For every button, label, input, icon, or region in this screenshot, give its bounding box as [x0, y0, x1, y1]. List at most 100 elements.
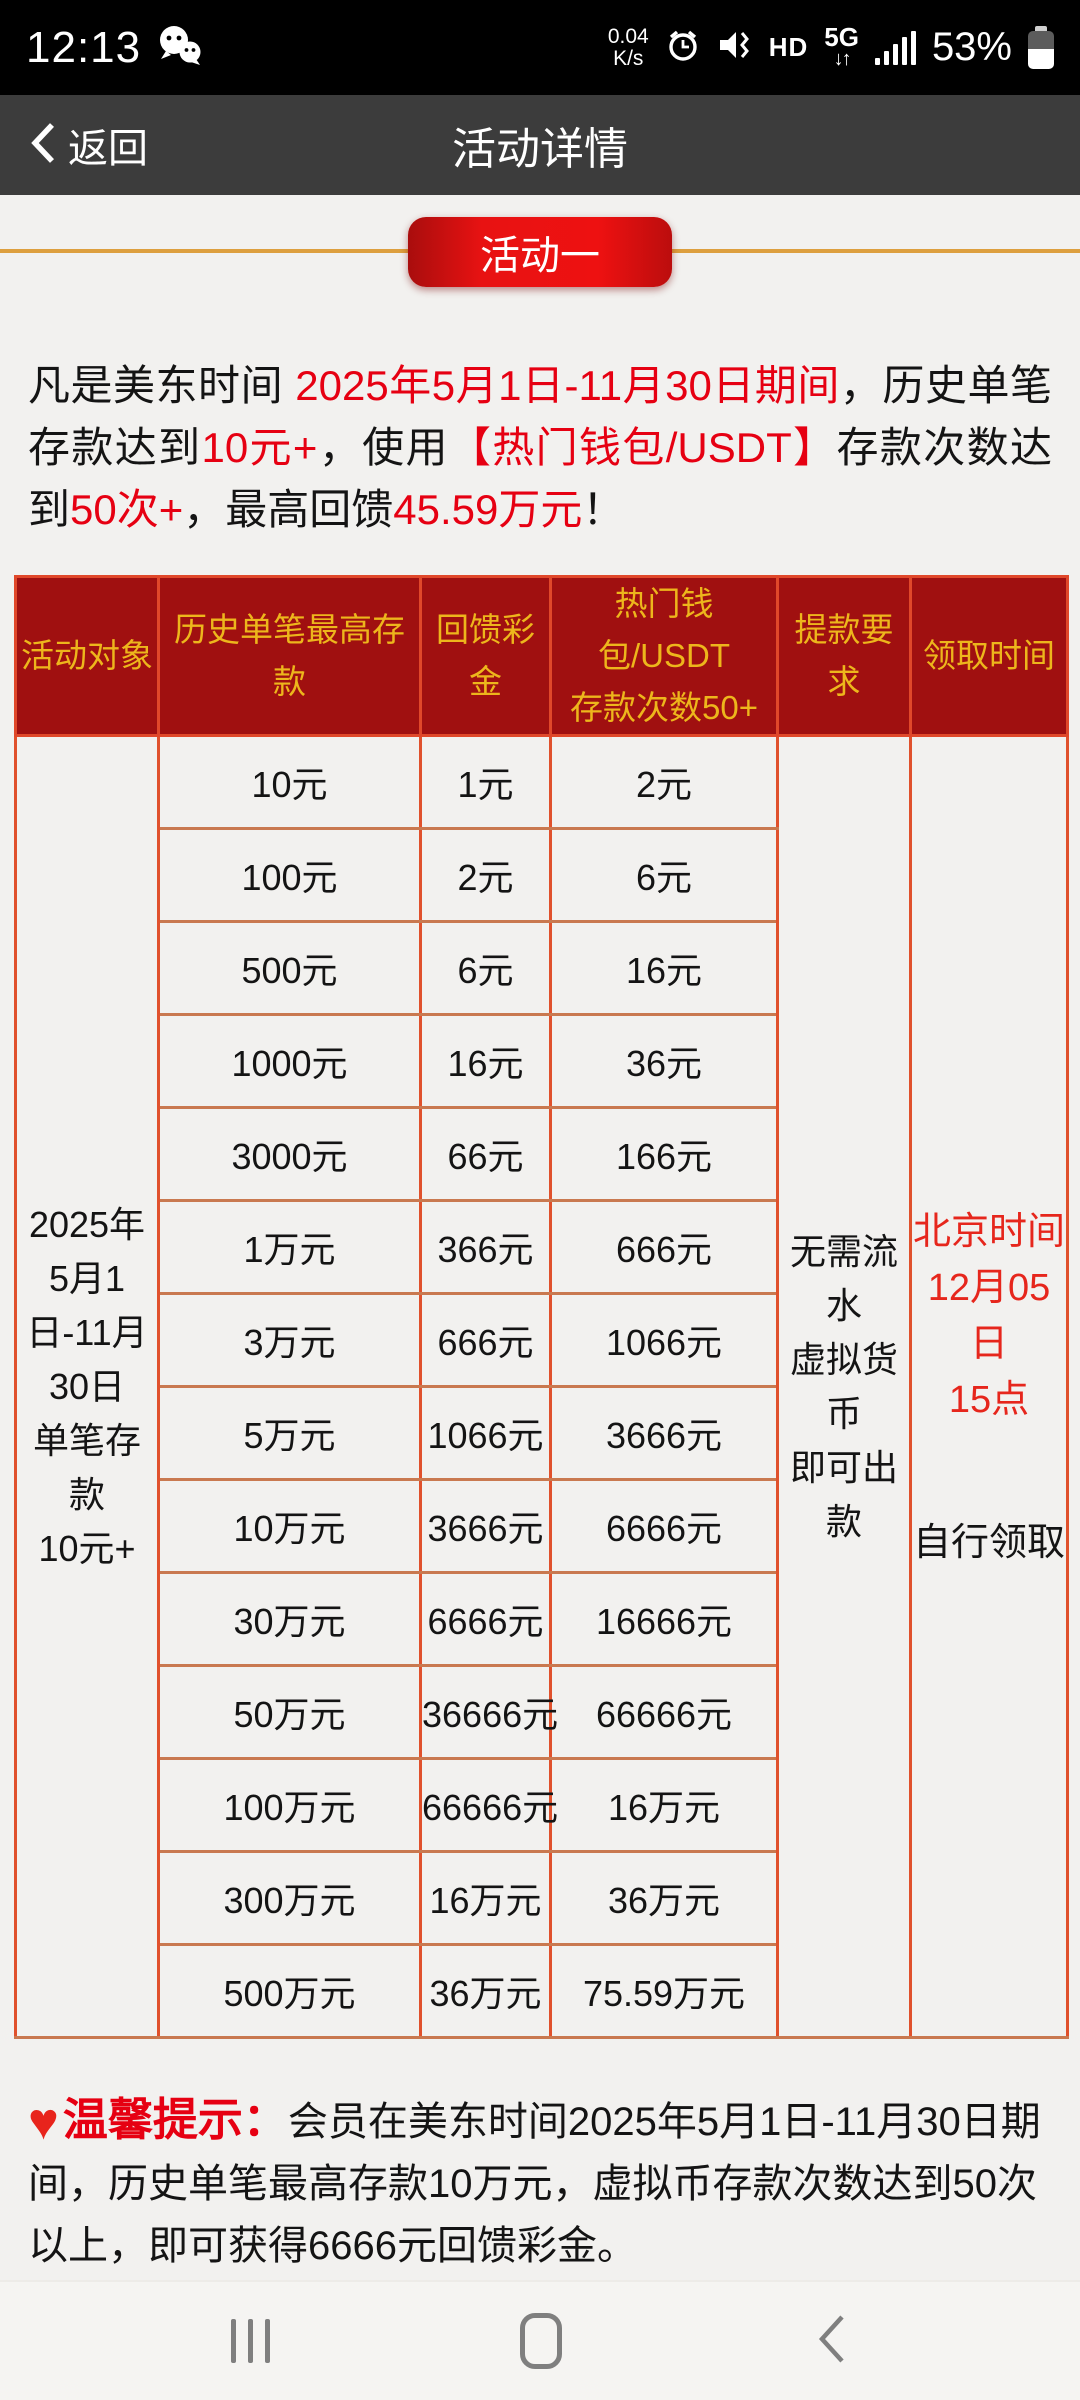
deposit-cell: 50万元: [157, 1664, 422, 1760]
clock: 12:13: [26, 22, 142, 72]
bonus-cell: 16元: [419, 1013, 552, 1109]
table-row: 10万元 3666元 6666元: [16, 1478, 1068, 1574]
deposit-cell: 100元: [157, 827, 422, 923]
intro-segment: ，最高回馈: [183, 486, 394, 533]
app-header: 返回 活动详情: [0, 95, 1080, 195]
usdt-bonus-cell: 6元: [549, 827, 779, 923]
table-row: 50万元 36666元 66666元: [16, 1664, 1068, 1760]
usdt-bonus-cell: 3666元: [549, 1385, 779, 1481]
banner-zone: 活动一: [0, 195, 1080, 353]
header-withdraw-requirement: 提款要求: [776, 575, 912, 737]
table-row: 500元 6元 16元: [16, 920, 1068, 1016]
deposit-cell: 300万元: [157, 1850, 422, 1946]
withdraw-requirement-cell: 无需流水 虚拟货币 即可出款: [776, 734, 912, 2039]
intro-segment-highlight: 10元+: [201, 424, 318, 471]
usdt-bonus-cell: 6666元: [549, 1478, 779, 1574]
bonus-cell: 6666元: [419, 1571, 552, 1667]
claim-time-highlight: 北京时间 12月05日 15点: [912, 1210, 1065, 1421]
page-title: 活动详情: [452, 125, 628, 174]
intro-segment-highlight: 45.59万元: [393, 486, 583, 533]
table-row: 1万元 366元 666元: [16, 1199, 1068, 1295]
deposit-cell: 5万元: [157, 1385, 422, 1481]
header-bonus: 回馈彩金: [419, 575, 552, 737]
usdt-bonus-cell: 16万元: [549, 1757, 779, 1853]
deposit-cell: 3000元: [157, 1106, 422, 1202]
table-row: 100元 2元 6元: [16, 827, 1068, 923]
usdt-bonus-cell: 166元: [549, 1106, 779, 1202]
hd-indicator: HD: [768, 32, 809, 62]
usdt-bonus-cell: 1066元: [549, 1292, 779, 1388]
home-button[interactable]: [519, 2313, 562, 2369]
bonus-cell: 16万元: [419, 1850, 552, 1946]
usdt-bonus-cell: 2元: [549, 734, 779, 830]
deposit-cell: 30万元: [157, 1571, 422, 1667]
usdt-bonus-cell: 36元: [549, 1013, 779, 1109]
intro-segment: ，历史单笔存款达到: [28, 362, 1052, 471]
back-chevron-icon: [28, 121, 58, 170]
battery-percent: 53%: [931, 25, 1012, 69]
recents-button[interactable]: [230, 2319, 270, 2363]
back-label: 返回: [68, 127, 148, 171]
table-row: 30万元 6666元 16666元: [16, 1571, 1068, 1667]
deposit-cell: 3万元: [157, 1292, 422, 1388]
intro-segment: 凡是美东时间: [28, 362, 296, 409]
usdt-bonus-cell: 16元: [549, 920, 779, 1016]
intro-segment: ！: [582, 486, 625, 533]
deposit-cell: 10元: [157, 734, 422, 830]
header-claim-time: 领取时间: [909, 575, 1069, 737]
network-type-indicator: 5G ↓↑: [824, 21, 859, 70]
deposit-cell: 10万元: [157, 1478, 422, 1574]
back-nav-button[interactable]: [812, 2311, 850, 2372]
tip-body: 会员在美东时间2025年5月1日-11月30日期间，历史单笔最高存款10万元，虚…: [28, 2100, 1041, 2268]
deposit-cell: 100万元: [157, 1757, 422, 1853]
table-row: 3000元 66元 166元: [16, 1106, 1068, 1202]
usdt-bonus-cell: 16666元: [549, 1571, 779, 1667]
header-activity-target: 活动对象: [14, 575, 160, 737]
back-button[interactable]: 返回: [0, 95, 176, 195]
heart-icon: ♥: [28, 2093, 59, 2151]
table-row: 2025年 5月1 日-11月 30日 单笔存款 10元+ 10元 1元 2元 …: [14, 734, 1069, 2039]
bonus-cell: 66666元: [419, 1757, 558, 1853]
intro-segment: 存款次数达到: [28, 424, 1052, 533]
signal-bars-icon: [874, 30, 916, 65]
bonus-cell: 1元: [419, 734, 552, 830]
usdt-bonus-cell: 666元: [549, 1199, 779, 1295]
deposit-cell: 1万元: [157, 1199, 422, 1295]
table-header-row: 活动对象 历史单笔最高存款 回馈彩金 热门钱包/USDT 存款次数50+ 提款要…: [14, 575, 1069, 737]
deposit-cell: 500元: [157, 920, 422, 1016]
usdt-bonus-cell: 75.59万元: [549, 1943, 779, 2039]
claim-time-note: 自行领取: [912, 1521, 1065, 1564]
bonus-cell: 36666元: [419, 1664, 558, 1760]
header-usdt-bonus: 热门钱包/USDT 存款次数50+: [549, 575, 779, 737]
activity-one-button[interactable]: 活动一: [408, 217, 672, 287]
bonus-cell: 6元: [419, 920, 552, 1016]
table-row: 3万元 666元 1066元: [16, 1292, 1068, 1388]
bonus-cell: 36万元: [419, 1943, 552, 2039]
intro-text: 凡是美东时间 2025年5月1日-11月30日期间，历史单笔存款达到10元+，使…: [28, 355, 1052, 541]
tip-text: ♥温馨提示：会员在美东时间2025年5月1日-11月30日期间，历史单笔最高存款…: [28, 2089, 1052, 2277]
intro-segment: ，使用: [317, 424, 449, 471]
status-bar: 12:13 0.04 K/s: [0, 0, 1080, 95]
activity-target-cell: 2025年 5月1 日-11月 30日 单笔存款 10元+: [14, 734, 160, 2039]
intro-segment-highlight: 2025年5月1日-11月30日期间: [295, 362, 840, 409]
mute-vibrate-icon: [717, 27, 753, 68]
back-nav-icon: [812, 2311, 850, 2372]
battery-icon: [1028, 25, 1054, 70]
alarm-clock-icon: [665, 27, 701, 68]
recents-icon: [230, 2319, 270, 2363]
tip-label: 温馨提示：: [62, 2094, 288, 2145]
bonus-cell: 66元: [419, 1106, 552, 1202]
table-row: 5万元 1066元 3666元: [16, 1385, 1068, 1481]
table-row: 1000元 16元 36元: [16, 1013, 1068, 1109]
home-icon: [519, 2313, 562, 2369]
usdt-bonus-cell: 66666元: [549, 1664, 779, 1760]
bonus-cell: 2元: [419, 827, 552, 923]
claim-time-cell: 北京时间 12月05日 15点 自行领取: [909, 734, 1069, 2039]
table-row: 500万元 36万元 75.59万元: [16, 1943, 1068, 2039]
table-row: 300万元 16万元 36万元: [16, 1850, 1068, 1946]
bonus-cell: 366元: [419, 1199, 552, 1295]
table-row: 100万元 66666元 16万元: [16, 1757, 1068, 1853]
bonus-cell: 3666元: [419, 1478, 552, 1574]
wechat-notification-icon: [157, 25, 203, 70]
